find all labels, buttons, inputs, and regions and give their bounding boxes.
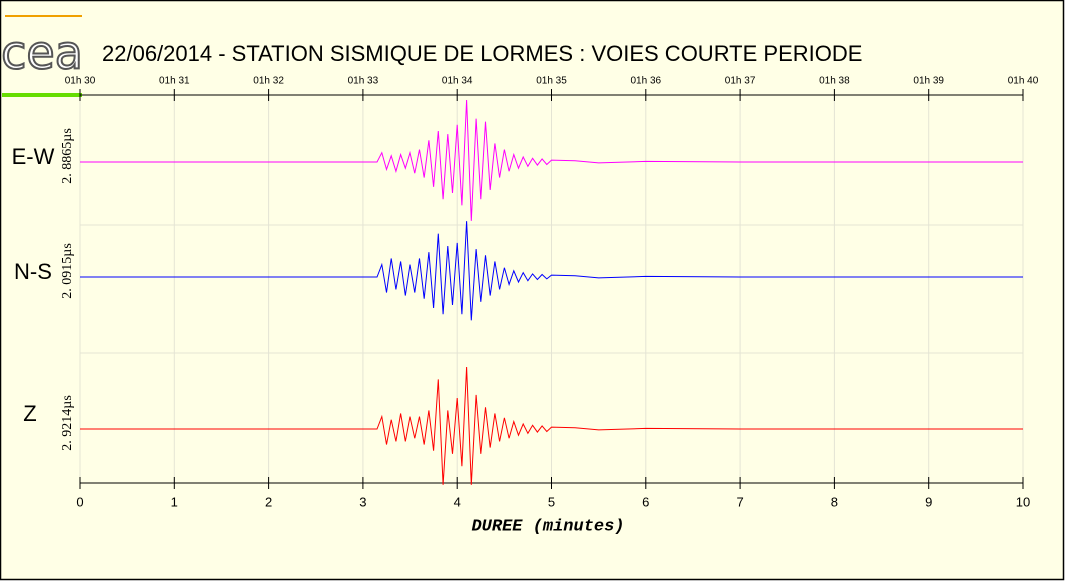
top-tick-label: 01h 40 xyxy=(1008,76,1039,87)
x-tick-label: 3 xyxy=(359,494,366,509)
legend-label: N-S xyxy=(14,259,52,284)
top-tick-label: 01h 36 xyxy=(631,76,662,87)
legend-label: Z xyxy=(23,401,36,426)
scale-label: 2. 0915µs xyxy=(60,243,75,299)
x-tick-label: 4 xyxy=(454,494,461,509)
trace xyxy=(80,366,1023,485)
trace xyxy=(80,221,1023,321)
top-tick-label: 01h 31 xyxy=(159,76,190,87)
x-tick-label: 9 xyxy=(925,494,932,509)
x-tick-label: 0 xyxy=(76,494,83,509)
scale-label: 2. 9214µs xyxy=(60,395,75,451)
top-tick-label: 01h 39 xyxy=(913,76,944,87)
top-tick-label: 01h 37 xyxy=(725,76,756,87)
top-tick-label: 01h 30 xyxy=(65,76,96,87)
scale-label: 2. 8865µs xyxy=(60,128,75,184)
top-tick-label: 01h 33 xyxy=(348,76,379,87)
x-tick-label: 7 xyxy=(736,494,743,509)
top-tick-label: 01h 34 xyxy=(442,76,473,87)
x-tick-label: 1 xyxy=(171,494,178,509)
x-tick-label: 5 xyxy=(548,494,555,509)
x-axis-label: DUREE (minutes) xyxy=(471,517,624,536)
top-tick-label: 01h 32 xyxy=(253,76,284,87)
x-tick-label: 2 xyxy=(265,494,272,509)
trace xyxy=(80,99,1023,221)
top-tick-label: 01h 35 xyxy=(536,76,567,87)
chart-title: 22/06/2014 - STATION SISMIQUE DE LORMES … xyxy=(102,41,862,66)
x-tick-label: 10 xyxy=(1016,494,1030,509)
x-tick-label: 8 xyxy=(831,494,838,509)
top-tick-label: 01h 38 xyxy=(819,76,850,87)
legend-label: E-W xyxy=(12,144,55,169)
x-tick-label: 6 xyxy=(642,494,649,509)
logo: cea xyxy=(1,26,83,80)
